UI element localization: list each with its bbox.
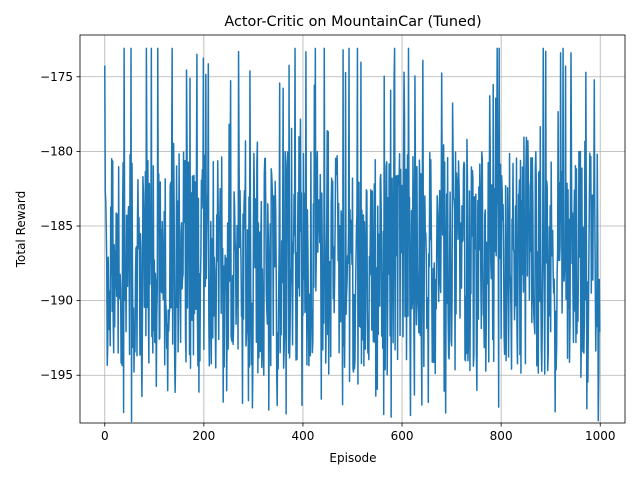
x-tick-label: 1000 (585, 429, 616, 443)
y-tick-label: −190 (40, 294, 73, 308)
x-tick-label: 600 (391, 429, 414, 443)
series-line-total-reward (104, 47, 601, 423)
x-tick-label: 0 (101, 429, 109, 443)
y-tick-label: −185 (40, 219, 73, 233)
x-axis-label: Episode (329, 451, 376, 465)
x-tick-label: 400 (292, 429, 315, 443)
y-tick-label: −175 (40, 70, 73, 84)
y-axis-ticks: −195 −190 −185 −180 −175 (40, 70, 80, 382)
y-tick-label: −180 (40, 144, 73, 158)
x-tick-label: 800 (490, 429, 513, 443)
chart-title: Actor-Critic on MountainCar (Tuned) (224, 14, 481, 30)
plot-area (104, 47, 601, 423)
y-axis-label: Total Reward (14, 191, 28, 269)
x-tick-label: 200 (192, 429, 215, 443)
y-tick-label: −195 (40, 368, 73, 382)
axes-frame (79, 34, 626, 424)
x-axis-ticks: 0 200 400 600 800 1000 (101, 423, 616, 443)
